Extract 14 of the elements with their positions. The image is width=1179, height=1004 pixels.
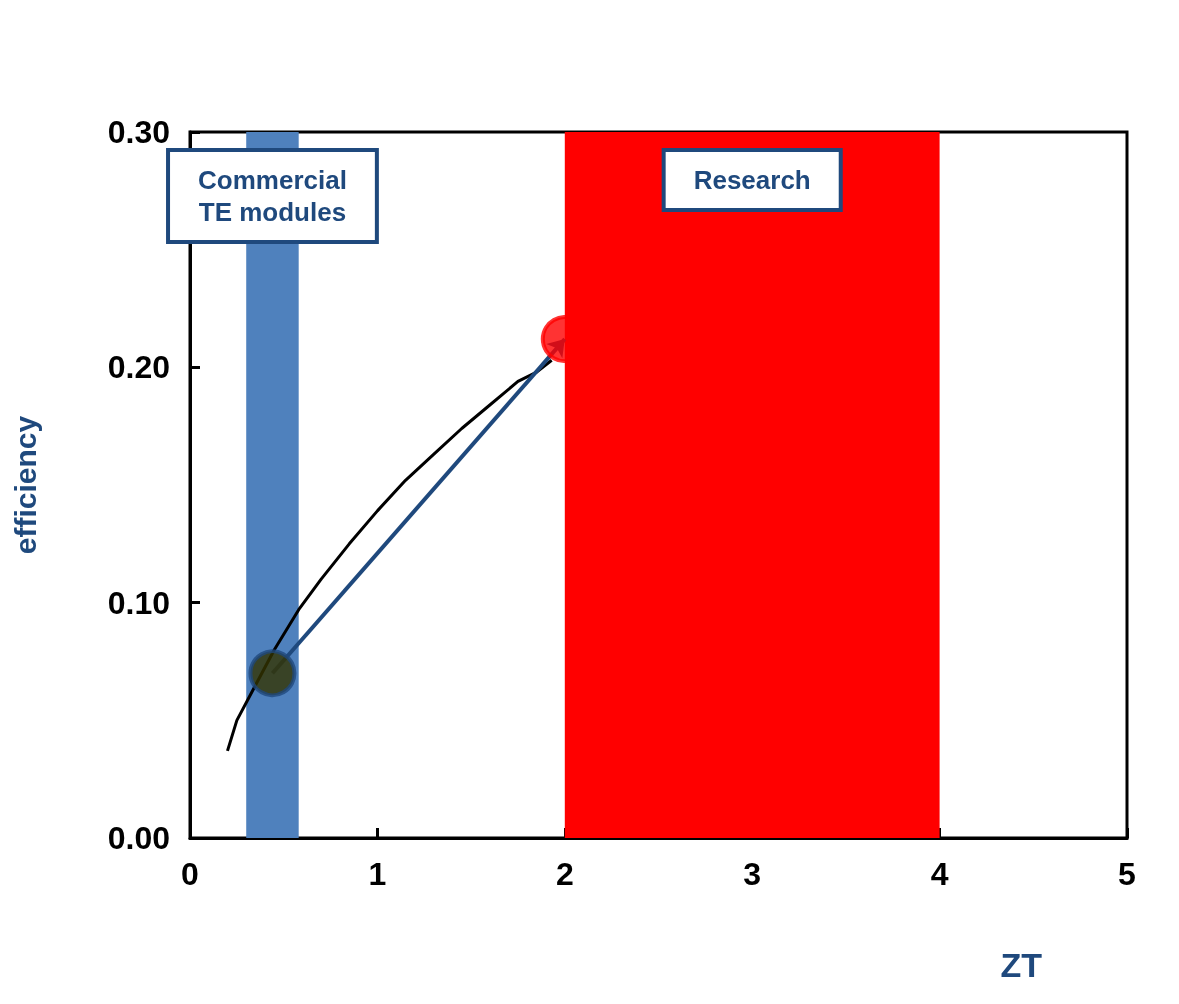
x-tick-label: 5	[1118, 856, 1136, 892]
x-tick-label: 3	[743, 856, 762, 892]
y-tick-label: 0.10	[107, 584, 170, 621]
y-tick-label: 0.00	[107, 820, 170, 856]
band-label: Commercial TE modules	[198, 165, 347, 227]
x-tick-label: 0	[181, 856, 199, 892]
y-tick-label: 0.30	[107, 114, 170, 150]
x-tick-label: 4	[930, 856, 949, 892]
y-axis-title: efficiency	[8, 415, 42, 555]
x-axis-title: ZT	[1000, 946, 1043, 984]
band-label: Research	[693, 165, 811, 195]
y-tick-label: 0.20	[107, 349, 170, 386]
x-tick-label: 1	[368, 856, 387, 892]
x-tick-label: 2	[555, 856, 574, 892]
